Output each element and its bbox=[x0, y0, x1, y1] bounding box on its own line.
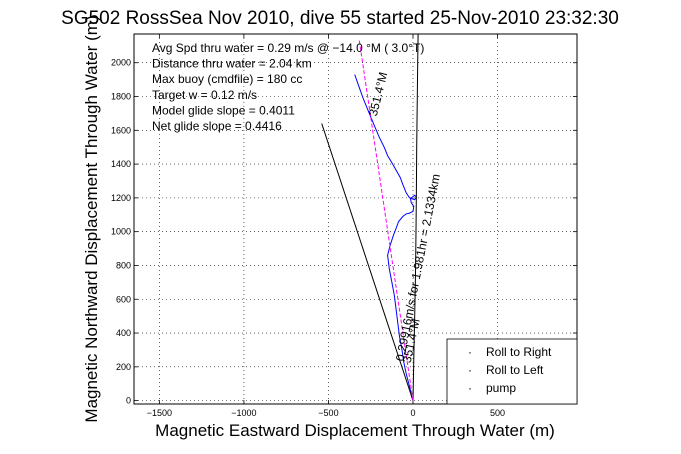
x-tick-label: 500 bbox=[490, 408, 505, 418]
legend-label: pump bbox=[486, 381, 516, 395]
y-tick-label: 1400 bbox=[111, 159, 131, 169]
chart-title: SG502 RossSea Nov 2010, dive 55 started … bbox=[61, 8, 619, 29]
y-tick-label: 400 bbox=[116, 328, 131, 338]
y-axis-label: Magnetic Northward Displacement Through … bbox=[82, 15, 101, 422]
x-axis-label: Magnetic Eastward Displacement Through W… bbox=[155, 421, 555, 440]
legend-marker: · bbox=[468, 345, 472, 359]
x-tick-label: −1000 bbox=[231, 408, 256, 418]
info-line: Avg Spd thru water = 0.29 m/s @ −14.0 °M… bbox=[152, 41, 424, 55]
plot-frame bbox=[133, 33, 578, 405]
x-tick-label: 0 bbox=[410, 408, 415, 418]
y-tick-label: 800 bbox=[116, 260, 131, 270]
legend: · Roll to Right · Roll to Left · pump bbox=[446, 338, 578, 405]
x-tick-label: −500 bbox=[318, 408, 338, 418]
tick-labels: −1500 −1000 −500 0 500 0 200 400 600 800 1000 1200 1… bbox=[111, 58, 505, 418]
info-text-block: Avg Spd thru water = 0.29 m/s @ −14.0 °M… bbox=[152, 41, 424, 133]
x-tick-label: −1500 bbox=[147, 408, 172, 418]
y-tick-label: 200 bbox=[116, 362, 131, 372]
legend-box bbox=[446, 338, 578, 405]
info-line: Net glide slope = 0.4416 bbox=[152, 119, 282, 133]
legend-marker: · bbox=[468, 381, 472, 395]
info-line: Target w = 0.12 m/s bbox=[152, 88, 257, 102]
info-line: Model glide slope = 0.4011 bbox=[152, 103, 295, 117]
series-layer bbox=[321, 33, 419, 401]
y-tick-label: 2000 bbox=[111, 58, 131, 68]
series-line-1 bbox=[412, 33, 419, 401]
y-tick-label: 1200 bbox=[111, 193, 131, 203]
y-tick-label: 1600 bbox=[111, 125, 131, 135]
series-line-2 bbox=[321, 123, 414, 401]
y-tick-label: 1000 bbox=[111, 227, 131, 237]
y-tick-label: 600 bbox=[116, 294, 131, 304]
legend-label: Roll to Left bbox=[486, 363, 544, 377]
info-line: Distance thru water = 2.04 km bbox=[152, 57, 312, 71]
legend-label: Roll to Right bbox=[486, 345, 552, 359]
legend-marker: · bbox=[468, 363, 472, 377]
series-line-3 bbox=[358, 39, 414, 401]
y-tick-label: 0 bbox=[126, 396, 131, 406]
y-tick-label: 1800 bbox=[111, 92, 131, 102]
series-line-0 bbox=[354, 74, 418, 401]
info-line: Max buoy (cmdfile) = 180 cc bbox=[152, 72, 302, 86]
